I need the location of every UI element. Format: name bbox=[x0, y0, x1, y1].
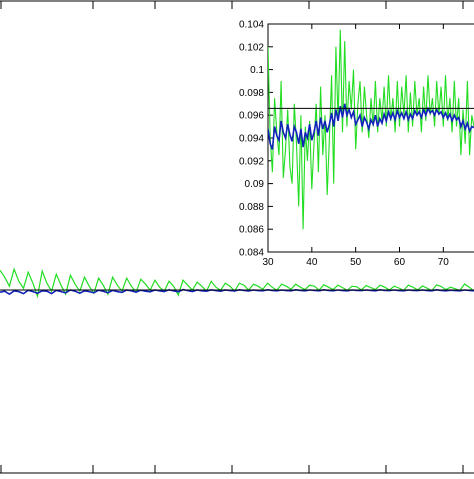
inset-x-tick-label: 50 bbox=[350, 257, 362, 268]
inset-y-tick-label: 0.096 bbox=[239, 111, 264, 122]
inset-x-tick-label: 70 bbox=[438, 257, 450, 268]
inset-x-tick-label: 40 bbox=[306, 257, 318, 268]
inset-y-tick-label: 0.094 bbox=[239, 134, 264, 145]
inset-plot: 0.084 0.086 0.088 0.09 0.092 0.094 0.096 0.098 0… bbox=[239, 20, 474, 268]
inset-data bbox=[268, 29, 474, 230]
inset-x-tick-label: 60 bbox=[394, 257, 406, 268]
inset-x-tick-label: 30 bbox=[262, 257, 274, 268]
inset-y-tick-label: 0.092 bbox=[239, 156, 264, 167]
inset-y-tick-label: 0.098 bbox=[239, 88, 264, 99]
inset-y-tick-label: 0.1 bbox=[250, 65, 264, 76]
inset-series-line-1 bbox=[268, 103, 474, 150]
main-series-line-0 bbox=[0, 267, 474, 299]
inset-y-tick-label: 0.102 bbox=[239, 42, 264, 53]
inset-y-tick-label: 0.09 bbox=[245, 179, 265, 190]
inset-y-tick-label: 0.086 bbox=[239, 225, 264, 236]
inset-y-tick-label: 0.084 bbox=[239, 248, 264, 259]
inset-y-tick-label: 0.104 bbox=[239, 20, 264, 31]
inset-y-tick-label: 0.088 bbox=[239, 202, 264, 213]
inset-series-line-0 bbox=[268, 29, 474, 230]
